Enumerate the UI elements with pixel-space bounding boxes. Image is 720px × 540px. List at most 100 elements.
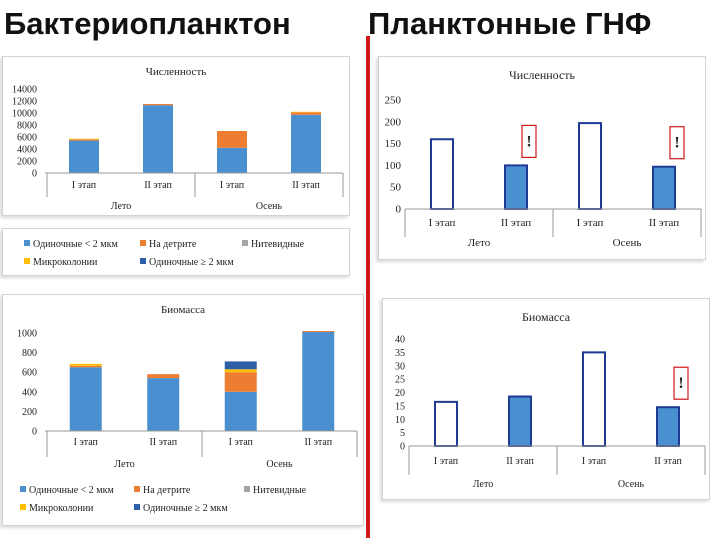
x-tick-label: I этап	[577, 217, 604, 229]
y-tick-label: 10	[395, 415, 405, 426]
chart-bacterio-biomass: Биомасса 1000 800 600 400 200 0 I этап II этап I …	[2, 294, 364, 526]
bar	[430, 138, 454, 210]
x-tick-label: I этап	[434, 456, 459, 467]
left-heading: Бактериопланктон	[4, 6, 291, 41]
y-tick-label: 35	[395, 348, 405, 359]
bar	[508, 395, 532, 447]
bar-segment	[69, 139, 99, 141]
warning-mark: !	[678, 375, 683, 392]
x-tick-label: II этап	[149, 437, 177, 448]
chart-bacterio-count: Численность 14000 12000 10000 8000 6000 4000 20…	[2, 56, 350, 216]
y-tick-label: 6000	[17, 133, 37, 144]
y-tick-label: 1000	[17, 329, 37, 340]
warning-mark: !	[674, 135, 679, 152]
legend-label: Нитевидные	[253, 485, 307, 496]
x-tick-label: II этап	[304, 437, 332, 448]
y-tick-label: 2000	[17, 157, 37, 168]
y-tick-label: 600	[22, 368, 37, 379]
chart-title: Численность	[509, 68, 576, 82]
y-tick-label: 400	[22, 387, 37, 398]
y-tick-label: 0	[32, 169, 37, 180]
bar	[504, 164, 528, 210]
group-label: Осень	[618, 479, 645, 490]
bar-segment	[224, 391, 257, 431]
y-tick-label: 800	[22, 348, 37, 359]
group-label: Лето	[114, 459, 134, 470]
bar-segment	[69, 367, 102, 431]
legend-swatch	[244, 486, 250, 492]
chart-title: Численность	[146, 66, 207, 78]
legend-swatch	[134, 504, 140, 510]
bar-segment	[224, 361, 257, 370]
warning-box	[669, 126, 685, 160]
y-tick-label: 150	[385, 138, 402, 150]
chart-bacterio-legend-svg: Одиночные < 2 мкм На детрите Нитевидные Мик…	[24, 239, 305, 268]
y-tick-label: 30	[395, 361, 405, 372]
bar-segment	[291, 114, 321, 173]
y-tick-label: 100	[385, 160, 402, 172]
bar	[434, 400, 458, 448]
chart-bacterio-count-svg: Численность 14000120001000080006000400020…	[12, 66, 344, 212]
bar-segment	[69, 365, 102, 368]
x-tick-label: I этап	[429, 217, 456, 229]
x-tick-label: I этап	[582, 456, 607, 467]
legend-swatch	[20, 504, 26, 510]
legend-label: На детрите	[149, 239, 197, 250]
chart-title: Биомасса	[522, 310, 571, 324]
bar	[652, 165, 676, 210]
group-label: Лето	[468, 237, 491, 249]
legend-swatch	[140, 240, 146, 246]
y-tick-label: 0	[396, 204, 402, 216]
legend-swatch	[140, 258, 146, 264]
y-tick-label: 4000	[17, 145, 37, 156]
group-label: Лето	[473, 479, 493, 490]
y-tick-label: 0	[32, 427, 37, 438]
legend-swatch	[24, 240, 30, 246]
bar-segment	[147, 374, 180, 379]
bar-segment	[147, 378, 180, 431]
y-tick-label: 20	[395, 388, 405, 399]
y-tick-label: 200	[385, 116, 402, 128]
group-label: Осень	[613, 237, 642, 249]
bar-segment	[291, 112, 321, 115]
bar-segment	[143, 105, 173, 173]
legend-label: На детрите	[143, 485, 191, 496]
right-heading: Планктонные ГНФ	[368, 6, 652, 41]
bar-segment	[291, 111, 321, 113]
x-tick-label: II этап	[292, 180, 320, 191]
bar	[582, 351, 606, 447]
y-tick-label: 40	[395, 335, 405, 346]
x-tick-label: II этап	[506, 456, 534, 467]
chart-hnf-biomass-svg: Биомасса 40 35 30 25 20 15 10 5 0! I этап II этап I …	[395, 310, 706, 490]
y-tick-label: 50	[390, 182, 402, 194]
chart-hnf-biomass: Биомасса 40 35 30 25 20 15 10 5 0! I этап II этап I …	[382, 298, 710, 500]
legend-label: Микроколонии	[33, 257, 98, 268]
group-label: Осень	[266, 459, 293, 470]
legend-swatch	[20, 486, 26, 492]
bar-segment	[143, 104, 173, 106]
legend-swatch	[24, 258, 30, 264]
warning-box	[673, 366, 689, 400]
bar-segment	[224, 372, 257, 392]
y-tick-label: 250	[385, 95, 402, 107]
chart-bacterio-legend: Одиночные < 2 мкм На детрите Нитевидные Мик…	[2, 228, 350, 276]
x-tick-label: II этап	[501, 217, 531, 229]
legend-label: Микроколонии	[29, 503, 94, 514]
bar-segment	[217, 147, 247, 173]
y-tick-label: 5	[400, 428, 405, 439]
bar	[578, 122, 602, 210]
legend-label: Одиночные < 2 мкм	[29, 485, 114, 496]
bar-segment	[302, 331, 335, 333]
bar-segment	[302, 332, 335, 431]
y-tick-label: 25	[395, 375, 405, 386]
legend-swatch	[242, 240, 248, 246]
x-tick-label: I этап	[229, 437, 254, 448]
legend-swatch	[134, 486, 140, 492]
chart-hnf-count-svg: Численность 250 200 150 100 50 0! ! I этап II эта…	[385, 68, 702, 249]
x-tick-label: I этап	[220, 180, 245, 191]
warning-mark: !	[526, 133, 531, 150]
y-tick-label: 12000	[12, 97, 37, 108]
y-tick-label: 10000	[12, 109, 37, 120]
bar-segment	[217, 131, 247, 148]
y-tick-label: 200	[22, 407, 37, 418]
